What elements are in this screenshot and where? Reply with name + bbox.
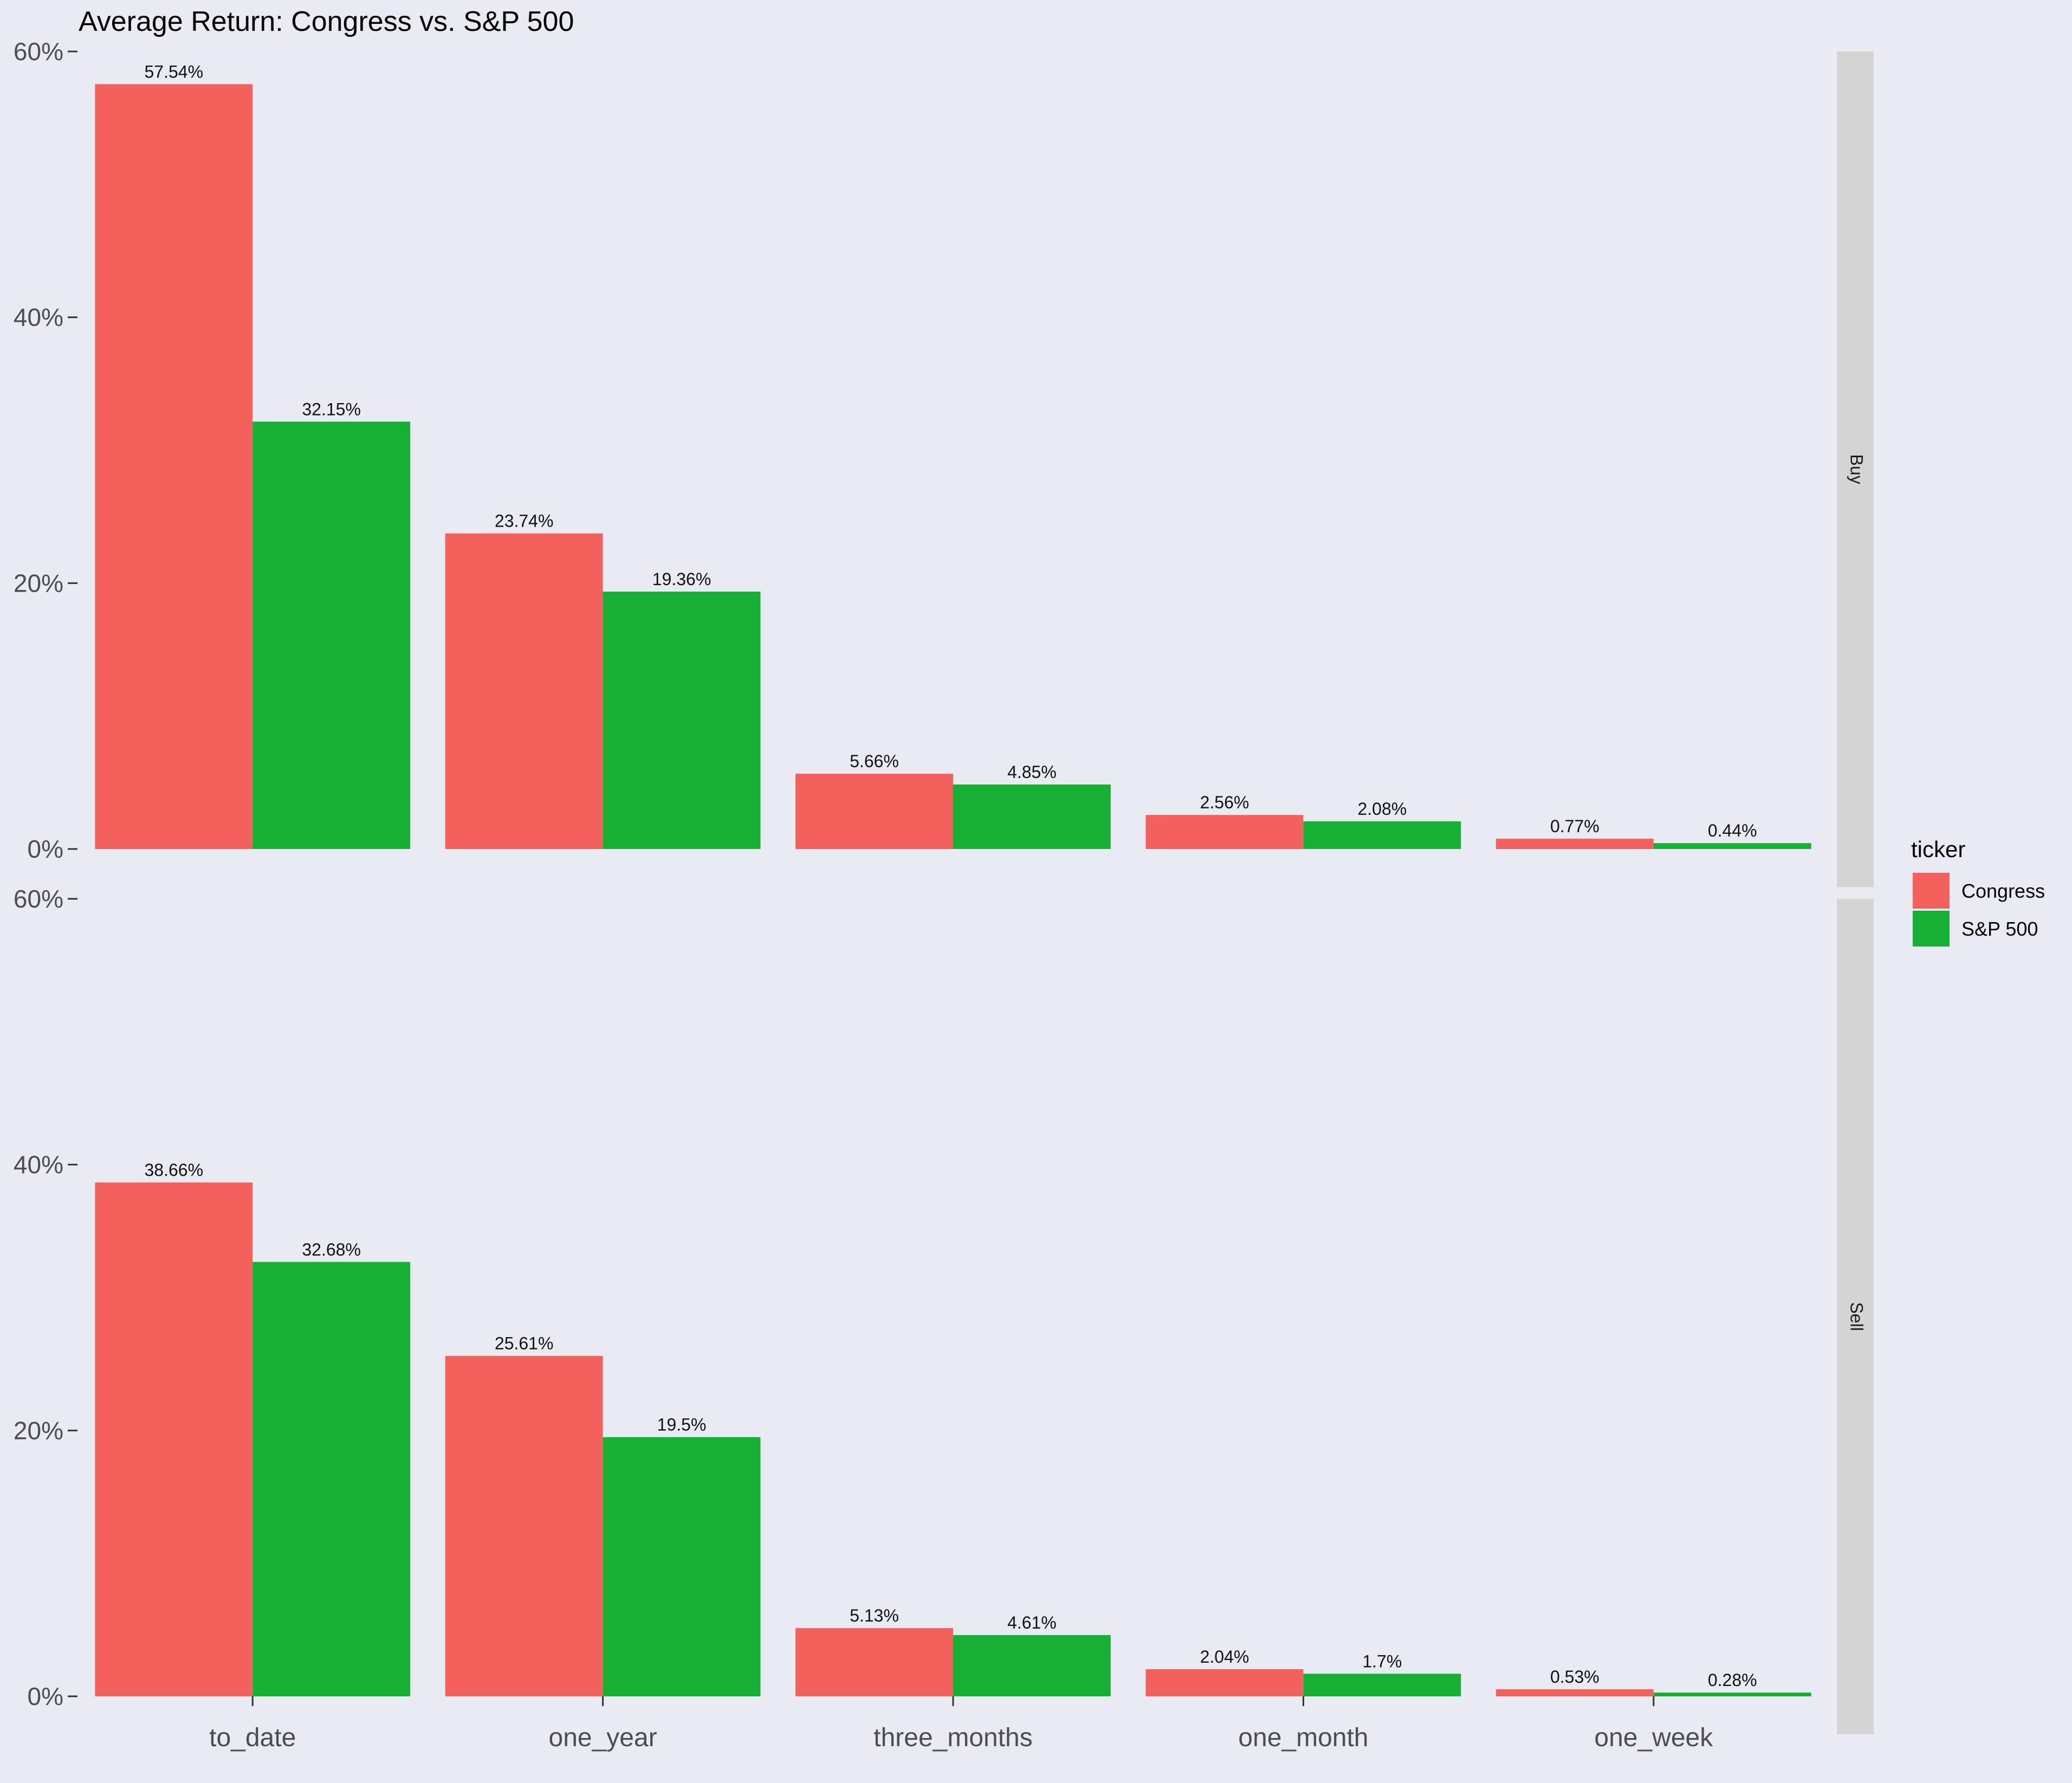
data-label: 23.74% — [495, 511, 554, 531]
y-tick-label: 0% — [28, 835, 63, 863]
data-label: 4.61% — [1007, 1613, 1057, 1632]
bar-buy-s-p-500-to_date — [252, 422, 411, 849]
x-tick-label: one_year — [549, 1723, 657, 1752]
bar-buy-congress-one_month — [1145, 815, 1304, 849]
chart-title: Average Return: Congress vs. S&P 500 — [79, 6, 574, 37]
facet-strip-label: Buy — [1847, 454, 1867, 484]
x-tick-label: one_month — [1238, 1723, 1368, 1752]
legend-label: S&P 500 — [1961, 918, 2038, 940]
x-tick-label: one_week — [1594, 1723, 1713, 1752]
data-label: 0.77% — [1550, 816, 1600, 836]
bar-buy-congress-one_year — [445, 533, 603, 849]
bar-sell-s-p-500-one_year — [603, 1437, 761, 1696]
bar-buy-congress-one_week — [1495, 839, 1654, 849]
bar-sell-s-p-500-three_months — [953, 1635, 1111, 1696]
y-tick-label: 40% — [14, 1151, 63, 1179]
bar-buy-s-p-500-one_week — [1653, 843, 1811, 849]
legend-swatch-s-p-500 — [1913, 911, 1950, 946]
y-tick-label: 60% — [14, 37, 63, 66]
facet-strip-label: Sell — [1847, 1302, 1867, 1331]
data-label: 38.66% — [144, 1160, 203, 1180]
data-label: 32.68% — [302, 1240, 361, 1259]
bar-sell-congress-one_month — [1145, 1669, 1304, 1696]
bar-buy-s-p-500-one_year — [603, 592, 761, 849]
bar-sell-s-p-500-one_week — [1653, 1693, 1811, 1696]
bar-sell-congress-one_year — [445, 1356, 603, 1696]
legend: ticker Congress S&P 500 — [1911, 837, 2045, 946]
data-label: 2.04% — [1200, 1647, 1249, 1667]
data-label: 57.54% — [144, 62, 203, 81]
data-label: 5.13% — [850, 1606, 899, 1625]
bar-buy-s-p-500-one_month — [1303, 821, 1461, 849]
data-label: 0.53% — [1550, 1667, 1600, 1687]
bar-sell-congress-one_week — [1495, 1689, 1654, 1696]
bar-buy-congress-three_months — [795, 774, 953, 849]
y-tick-label: 20% — [14, 569, 63, 597]
y-tick-label: 40% — [14, 303, 63, 332]
data-label: 19.5% — [657, 1415, 707, 1435]
data-label: 19.36% — [652, 569, 711, 589]
x-axis: to_date one_year three_months one_month one_… — [209, 1696, 1713, 1752]
data-label: 2.08% — [1357, 799, 1407, 819]
y-tick-label: 0% — [28, 1682, 63, 1710]
facet-strip-sell — [1837, 899, 1874, 1734]
y-tick-label: 20% — [14, 1416, 63, 1444]
panel-buy: 0% 20% 40% 60% 57.54% 23.74% 5.66% 2.56% 0.77% 32… — [14, 37, 1874, 887]
bar-sell-congress-three_months — [795, 1628, 953, 1696]
x-tick-label: to_date — [209, 1723, 296, 1752]
bar-buy-s-p-500-three_months — [953, 784, 1111, 849]
panel-sell: 0% 20% 40% 60% 38.66% 25.61% 5.13% 2.04% 0.53% 32… — [14, 885, 1874, 1734]
data-label: 32.15% — [302, 399, 361, 419]
bar-sell-s-p-500-to_date — [252, 1262, 411, 1696]
data-label: 0.28% — [1708, 1670, 1757, 1690]
x-tick-label: three_months — [873, 1723, 1033, 1752]
bar-sell-congress-to_date — [95, 1182, 253, 1696]
data-label: 1.7% — [1362, 1651, 1402, 1671]
legend-label: Congress — [1961, 880, 2045, 902]
bar-buy-congress-to_date — [95, 84, 253, 849]
data-label: 5.66% — [850, 751, 899, 771]
data-label: 0.44% — [1708, 821, 1757, 840]
bar-sell-s-p-500-one_month — [1303, 1674, 1461, 1696]
panels: 0% 20% 40% 60% 57.54% 23.74% 5.66% 2.56% 0.77% 32… — [14, 37, 1874, 1734]
legend-title: ticker — [1911, 837, 1965, 862]
data-label: 4.85% — [1007, 762, 1057, 782]
data-label: 2.56% — [1200, 793, 1249, 812]
data-label: 25.61% — [495, 1334, 554, 1353]
facet-strip-buy — [1837, 51, 1874, 887]
y-tick-label: 60% — [14, 885, 63, 913]
legend-swatch-congress — [1913, 873, 1950, 909]
